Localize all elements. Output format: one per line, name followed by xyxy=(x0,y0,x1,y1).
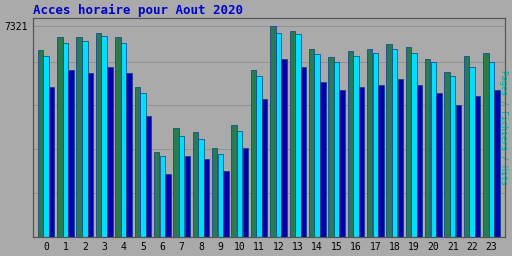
Bar xyxy=(184,156,190,237)
Bar xyxy=(193,132,198,237)
Bar xyxy=(495,90,500,237)
Bar xyxy=(135,88,140,237)
Bar xyxy=(436,93,442,237)
Bar xyxy=(69,70,74,237)
Bar xyxy=(251,70,256,237)
Bar xyxy=(289,31,295,237)
Bar xyxy=(367,49,372,237)
Bar xyxy=(334,61,339,237)
Bar xyxy=(348,51,353,237)
Bar xyxy=(88,73,93,237)
Bar xyxy=(57,37,62,237)
Bar xyxy=(353,56,358,237)
Bar xyxy=(398,79,403,237)
Bar xyxy=(295,34,301,237)
Bar xyxy=(262,99,267,237)
Y-axis label: Pages / Fichiers / Hits: Pages / Fichiers / Hits xyxy=(499,70,508,185)
Bar xyxy=(387,44,392,237)
Bar xyxy=(115,37,121,237)
Bar xyxy=(76,37,82,237)
Bar xyxy=(121,43,126,237)
Bar xyxy=(373,53,378,237)
Bar xyxy=(320,82,326,237)
Bar xyxy=(165,174,170,237)
Bar xyxy=(359,88,364,237)
Bar xyxy=(314,54,320,237)
Bar xyxy=(282,59,287,237)
Bar xyxy=(204,159,209,237)
Bar xyxy=(378,84,383,237)
Bar xyxy=(483,53,488,237)
Bar xyxy=(431,61,436,237)
Bar xyxy=(38,50,43,237)
Bar xyxy=(475,96,480,237)
Bar xyxy=(218,154,223,237)
Text: Acces horaire pour Aout 2020: Acces horaire pour Aout 2020 xyxy=(33,4,243,17)
Bar xyxy=(96,33,101,237)
Bar xyxy=(276,33,281,237)
Bar xyxy=(309,49,314,237)
Bar xyxy=(212,148,218,237)
Bar xyxy=(470,67,475,237)
Bar xyxy=(223,171,229,237)
Bar xyxy=(179,136,184,237)
Bar xyxy=(154,152,159,237)
Bar xyxy=(406,47,411,237)
Bar xyxy=(301,67,306,237)
Bar xyxy=(174,128,179,237)
Bar xyxy=(146,116,151,237)
Bar xyxy=(392,49,397,237)
Bar xyxy=(450,76,456,237)
Bar xyxy=(107,67,113,237)
Bar xyxy=(101,36,107,237)
Bar xyxy=(444,72,450,237)
Bar xyxy=(456,105,461,237)
Bar xyxy=(489,61,494,237)
Bar xyxy=(140,93,145,237)
Bar xyxy=(411,53,417,237)
Bar xyxy=(160,156,165,237)
Bar xyxy=(425,59,431,237)
Bar xyxy=(82,41,88,237)
Bar xyxy=(49,88,54,237)
Bar xyxy=(231,125,237,237)
Bar xyxy=(464,56,469,237)
Bar xyxy=(63,43,68,237)
Bar xyxy=(270,26,275,237)
Bar xyxy=(417,84,422,237)
Bar xyxy=(237,131,243,237)
Bar xyxy=(257,76,262,237)
Bar xyxy=(243,148,248,237)
Bar xyxy=(198,139,204,237)
Bar xyxy=(126,73,132,237)
Bar xyxy=(339,90,345,237)
Bar xyxy=(328,57,334,237)
Bar xyxy=(44,56,49,237)
